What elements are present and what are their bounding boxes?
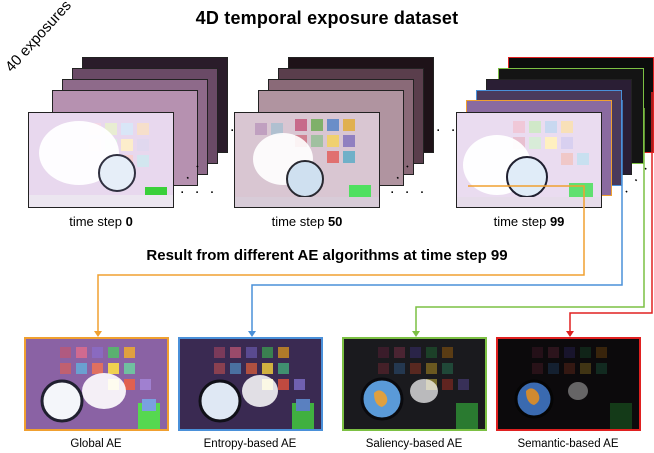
arrowhead-global xyxy=(94,331,102,337)
frame-time-step-50 xyxy=(234,112,380,208)
scene-image xyxy=(29,113,173,207)
result-entropy-based-ae xyxy=(178,337,323,431)
ellipsis: . . . xyxy=(180,180,218,197)
scene-image xyxy=(26,339,167,429)
ellipsis: . . xyxy=(436,118,459,135)
scene-image xyxy=(498,339,639,429)
connector-saliency xyxy=(415,108,645,333)
scene-image xyxy=(180,339,321,429)
result-global-ae xyxy=(24,337,169,431)
result-saliency-based-ae xyxy=(342,337,487,431)
results-subtitle: Result from different AE algorithms at t… xyxy=(146,247,508,264)
diagram-title: 4D temporal exposure dataset xyxy=(195,8,459,28)
ellipsis: . . . xyxy=(390,180,428,197)
time-step-caption: time step 99 xyxy=(493,214,565,229)
connector-entropy xyxy=(251,100,623,333)
time-step-caption: time step 0 xyxy=(69,214,133,229)
frame-time-step-0 xyxy=(28,112,174,208)
arrowhead-semantic xyxy=(566,331,574,337)
result-label-semantic: Semantic-based AE xyxy=(517,438,619,450)
result-label-entropy: Entropy-based AE xyxy=(203,438,297,450)
connector-semantic xyxy=(569,92,653,333)
result-semantic-based-ae xyxy=(496,337,641,431)
result-label-global: Global AE xyxy=(70,438,122,450)
scene-image xyxy=(457,113,601,207)
time-step-caption: time step 50 xyxy=(271,214,343,229)
arrowhead-saliency xyxy=(412,331,420,337)
result-label-saliency: Saliency-based AE xyxy=(365,438,463,450)
connector-global xyxy=(97,185,585,333)
scene-image xyxy=(235,113,379,207)
scene-image xyxy=(344,339,485,429)
frame-time-step-99 xyxy=(456,112,602,208)
arrowhead-entropy xyxy=(248,331,256,337)
